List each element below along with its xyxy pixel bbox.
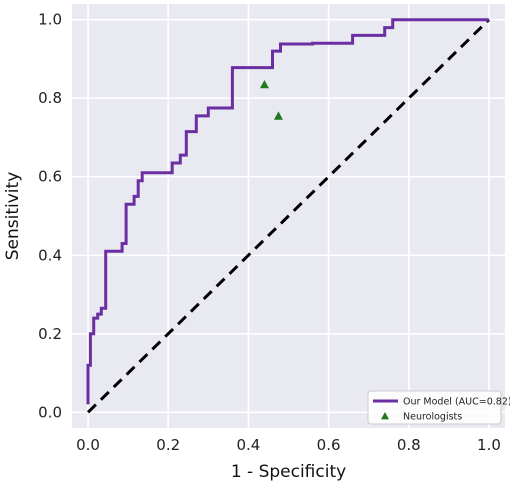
x-tick-label: 0.4 — [236, 436, 260, 454]
legend-roc-label: Our Model (AUC=0.82) — [403, 397, 510, 408]
legend-box — [367, 390, 502, 425]
y-tick-label: 1.0 — [38, 11, 62, 29]
y-axis-title: Sensitivity — [3, 172, 23, 261]
neurologist-point — [259, 79, 269, 89]
x-tick-label: 0.8 — [397, 436, 421, 454]
chance-diagonal-line — [86, 18, 491, 414]
y-tick-label: 0.8 — [38, 89, 62, 107]
x-tick-labels: 0.0 0.2 0.4 0.6 0.8 1.0 — [76, 436, 501, 454]
legend: Our Model (AUC=0.82) Neurologists — [367, 390, 510, 425]
y-tick-label: 0.6 — [38, 168, 62, 186]
neurologist-point — [273, 111, 283, 120]
x-tick-label: 1.0 — [477, 436, 501, 454]
x-tick-label: 0.6 — [317, 436, 341, 454]
grid-lines — [72, 4, 505, 428]
legend-triangle-icon — [381, 412, 389, 420]
y-tick-label: 0.0 — [38, 403, 62, 421]
x-tick-label: 0.2 — [156, 436, 180, 454]
y-tick-labels: 0.0 0.2 0.4 0.6 0.8 1.0 — [38, 11, 62, 422]
legend-neurologists-label: Neurologists — [403, 412, 462, 423]
x-tick-label: 0.0 — [76, 436, 100, 454]
y-tick-label: 0.2 — [38, 325, 62, 343]
neurologist-markers — [259, 79, 283, 120]
roc-curve-line — [86, 18, 489, 405]
x-axis-title: 1 - Specificity — [231, 462, 346, 482]
y-tick-label: 0.4 — [38, 246, 62, 264]
